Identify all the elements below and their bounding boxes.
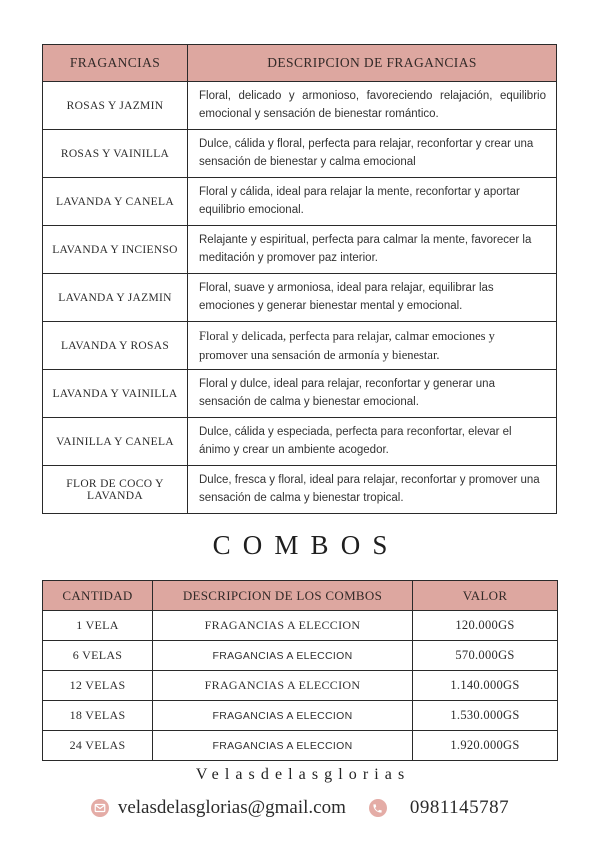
combo-quantity: 6 VELAS <box>42 640 153 671</box>
fragrance-description: Floral, delicado y armonioso, favorecien… <box>187 81 557 130</box>
combo-description: FRAGANCIAS A ELECCION <box>152 670 413 701</box>
fragrance-row: ROSAS Y JAZMIN Floral, delicado y armonio… <box>42 81 557 130</box>
fragrance-name: ROSAS Y VAINILLA <box>42 129 188 178</box>
fragrance-table-header-row: FRAGANCIAS DESCRIPCION DE FRAGANCIAS <box>42 44 557 82</box>
combos-title: COMBOS <box>212 530 400 560</box>
fragrance-row: ROSAS Y VAINILLA Dulce, cálida y floral, … <box>42 129 557 178</box>
fragrance-name: FLOR DE COCO Y LAVANDA <box>42 465 188 514</box>
brand-name: Velasdelasglorias <box>195 766 411 783</box>
fragrance-name: LAVANDA Y CANELA <box>42 177 188 226</box>
combo-quantity: 1 VELA <box>42 610 153 641</box>
combo-row: 24 VELAS FRAGANCIAS A ELECCION 1.920.000GS <box>42 730 558 761</box>
combo-description: FRAGANCIAS A ELECCION <box>152 700 413 731</box>
contact-row: velasdelasglorias@gmail.com 0981145787 <box>0 797 600 819</box>
fragrance-description: Floral y delicada, perfecta para relajar… <box>187 321 557 370</box>
phone-text[interactable]: 0981145787 <box>409 797 510 818</box>
combo-quantity: 12 VELAS <box>42 670 153 701</box>
fragrance-description: Floral y dulce, ideal para relajar, reco… <box>187 369 557 418</box>
combo-row: 1 VELA FRAGANCIAS A ELECCION 120.000GS <box>42 610 558 641</box>
fragrance-table: FRAGANCIAS DESCRIPCION DE FRAGANCIAS ROS… <box>42 44 557 514</box>
fragrance-description: Relajante y espiritual, perfecta para ca… <box>187 225 557 274</box>
email-text[interactable]: velasdelasglorias@gmail.com <box>117 797 346 818</box>
fragrance-row: FLOR DE COCO Y LAVANDA Dulce, fresca y fl… <box>42 465 557 514</box>
fragrance-name: LAVANDA Y ROSAS <box>42 321 188 370</box>
combo-value: 120.000GS <box>412 610 558 641</box>
fragrance-description: Floral, suave y armoniosa, ideal para re… <box>187 273 557 322</box>
fragrance-description: Dulce, fresca y floral, ideal para relaj… <box>187 465 557 514</box>
combo-value: 1.920.000GS <box>412 730 558 761</box>
fragrance-table-header-fragancias: FRAGANCIAS <box>42 44 188 82</box>
fragrance-name: LAVANDA Y VAINILLA <box>42 369 188 418</box>
phone-icon <box>368 799 387 817</box>
combo-row: 12 VELAS FRAGANCIAS A ELECCION 1.140.000GS <box>42 670 558 701</box>
fragrance-description: Dulce, cálida y floral, perfecta para re… <box>187 129 557 178</box>
combo-description: FRAGANCIAS A ELECCION <box>152 730 413 761</box>
combo-value: 570.000GS <box>412 640 558 671</box>
fragrance-name: LAVANDA Y JAZMIN <box>42 273 188 322</box>
combos-table: CANTIDAD DESCRIPCION DE LOS COMBOS VALOR… <box>42 580 558 761</box>
combo-row: 18 VELAS FRAGANCIAS A ELECCION 1.530.000GS <box>42 700 558 731</box>
envelope-icon <box>90 799 109 817</box>
fragrance-name: ROSAS Y JAZMIN <box>42 81 188 130</box>
fragrance-row: LAVANDA Y INCIENSO Relajante y espiritual… <box>42 225 557 274</box>
combos-table-header-descripcion: DESCRIPCION DE LOS COMBOS <box>152 580 413 611</box>
fragrance-row: VAINILLA Y CANELA Dulce, cálida y especia… <box>42 417 557 466</box>
combo-description: FRAGANCIAS A ELECCION <box>152 640 413 671</box>
fragrance-row: LAVANDA Y VAINILLA Floral y dulce, ideal … <box>42 369 557 418</box>
combo-quantity: 18 VELAS <box>42 700 153 731</box>
fragrance-table-header-descripcion: DESCRIPCION DE FRAGANCIAS <box>187 44 557 82</box>
combos-table-header-valor: VALOR <box>412 580 558 611</box>
fragrance-name: LAVANDA Y INCIENSO <box>42 225 188 274</box>
fragrance-description: Dulce, cálida y especiada, perfecta para… <box>187 417 557 466</box>
fragrance-name: VAINILLA Y CANELA <box>42 417 188 466</box>
combo-description: FRAGANCIAS A ELECCION <box>152 610 413 641</box>
combos-table-header-cantidad: CANTIDAD <box>42 580 153 611</box>
fragrance-row: LAVANDA Y ROSAS Floral y delicada, perfec… <box>42 321 557 370</box>
fragrance-row: LAVANDA Y JAZMIN Floral, suave y armonios… <box>42 273 557 322</box>
combo-value: 1.140.000GS <box>412 670 558 701</box>
combo-quantity: 24 VELAS <box>42 730 153 761</box>
fragrance-description: Floral y cálida, ideal para relajar la m… <box>187 177 557 226</box>
combos-table-header-row: CANTIDAD DESCRIPCION DE LOS COMBOS VALOR <box>42 580 558 611</box>
combo-row: 6 VELAS FRAGANCIAS A ELECCION 570.000GS <box>42 640 558 671</box>
combo-value: 1.530.000GS <box>412 700 558 731</box>
fragrance-row: LAVANDA Y CANELA Floral y cálida, ideal p… <box>42 177 557 226</box>
